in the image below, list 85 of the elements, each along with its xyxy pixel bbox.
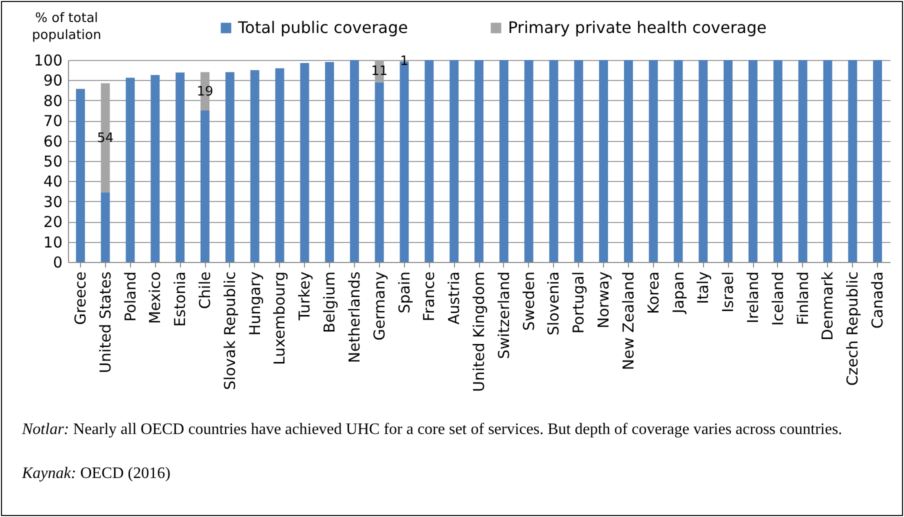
x-tick-label: Netherlands [345,271,364,363]
x-tick-label: Italy [694,271,712,304]
x-tick-label: Spain [395,272,414,314]
x-tick-label: Chile [196,272,214,310]
bar [648,60,658,262]
bar [823,60,832,262]
bar [176,72,185,262]
bar [200,110,210,262]
x-tick-label: Ireland [744,272,762,324]
bar [150,74,160,262]
y-tick-label: 20 [43,213,62,232]
text: Kaynak: OECD (2016) [22,464,172,484]
x-tick-label: Switzerland [494,272,513,359]
x-tick-label: Luxembourg [270,272,289,365]
y-tick-label: 40 [43,172,62,191]
x-tick-label: Japan [669,272,688,314]
x-tick-label: Portugal [570,272,588,334]
x-tick-label: Greece [71,272,90,325]
y-tick-label: 50 [43,152,62,170]
x-tick-label: Austria [445,272,464,324]
x-tick-label: New Zealand [619,272,638,370]
bar [724,60,733,262]
data-label: 54 [97,130,114,146]
bar [549,60,558,262]
bar [748,60,758,262]
bar [275,68,284,262]
bar [474,60,484,262]
bar [225,72,234,262]
y-tick-label: 90 [43,72,62,90]
legend-label: Primary private health coverage [508,18,767,37]
bar [773,60,782,262]
y-tick-label: 100 [34,52,62,70]
x-tick-label: United Kingdom [470,272,488,392]
y-tick-label: 0 [52,254,62,272]
bar [100,192,110,262]
x-tick-label: Slovenia [544,272,563,336]
x-tick-label: Korea [644,272,662,314]
bar [524,60,534,262]
y-tick-label: 10 [43,233,62,252]
bar [424,60,434,262]
bar [325,62,334,262]
y-tick-label: 30 [43,192,62,211]
bar [350,60,359,262]
x-tick-label: Czech Republic [844,272,862,386]
bar [873,60,882,262]
x-tick-label: Hungary [246,271,264,336]
x-tick-label: Iceland [768,272,787,326]
bar [374,82,384,262]
y-tick-label: 60 [43,132,62,150]
bar [250,70,260,262]
x-tick-label: Germany [370,271,388,340]
x-tick-label: Israel [719,272,738,312]
data-label: 19 [196,84,214,100]
x-tick-label: Norway [594,271,613,328]
bar [848,60,858,262]
bar [450,60,459,262]
bar [599,60,608,262]
x-tick-label: Turkey [296,271,314,322]
y-axis-title: % of total population [32,10,102,44]
bar [126,78,135,262]
y-tick-label: 70 [43,112,62,130]
y-tick-label: 80 [43,92,62,110]
x-tick-label: Denmark [818,271,837,340]
text: Notlar: Nearly all OECD countries have achieved UHC for a core set of services. But depth of coverage varies across countries. [22,420,844,440]
x-tick-label: Belgium [320,272,339,333]
x-tick-label: Canada [868,272,887,329]
x-tick-label: Sweden [520,272,538,331]
legend-label: Total public coverage [237,18,408,37]
bar [674,60,683,262]
x-tick-label: Poland [121,272,140,322]
bar [499,60,508,262]
x-tick-label: France [420,272,438,322]
x-tick-label: Estonia [171,272,190,327]
data-label: 1 [400,54,408,70]
bar [624,60,633,262]
x-tick-label: Slovak Republic [220,272,239,390]
bar [698,60,708,262]
x-tick-label: United States [96,271,114,374]
bar [300,63,310,262]
bar [574,60,584,262]
x-tick-label: Finland [794,272,812,326]
x-tick-label: Mexico [146,272,164,324]
bar [798,60,808,262]
bar [76,88,85,262]
data-label: 11 [371,64,388,80]
